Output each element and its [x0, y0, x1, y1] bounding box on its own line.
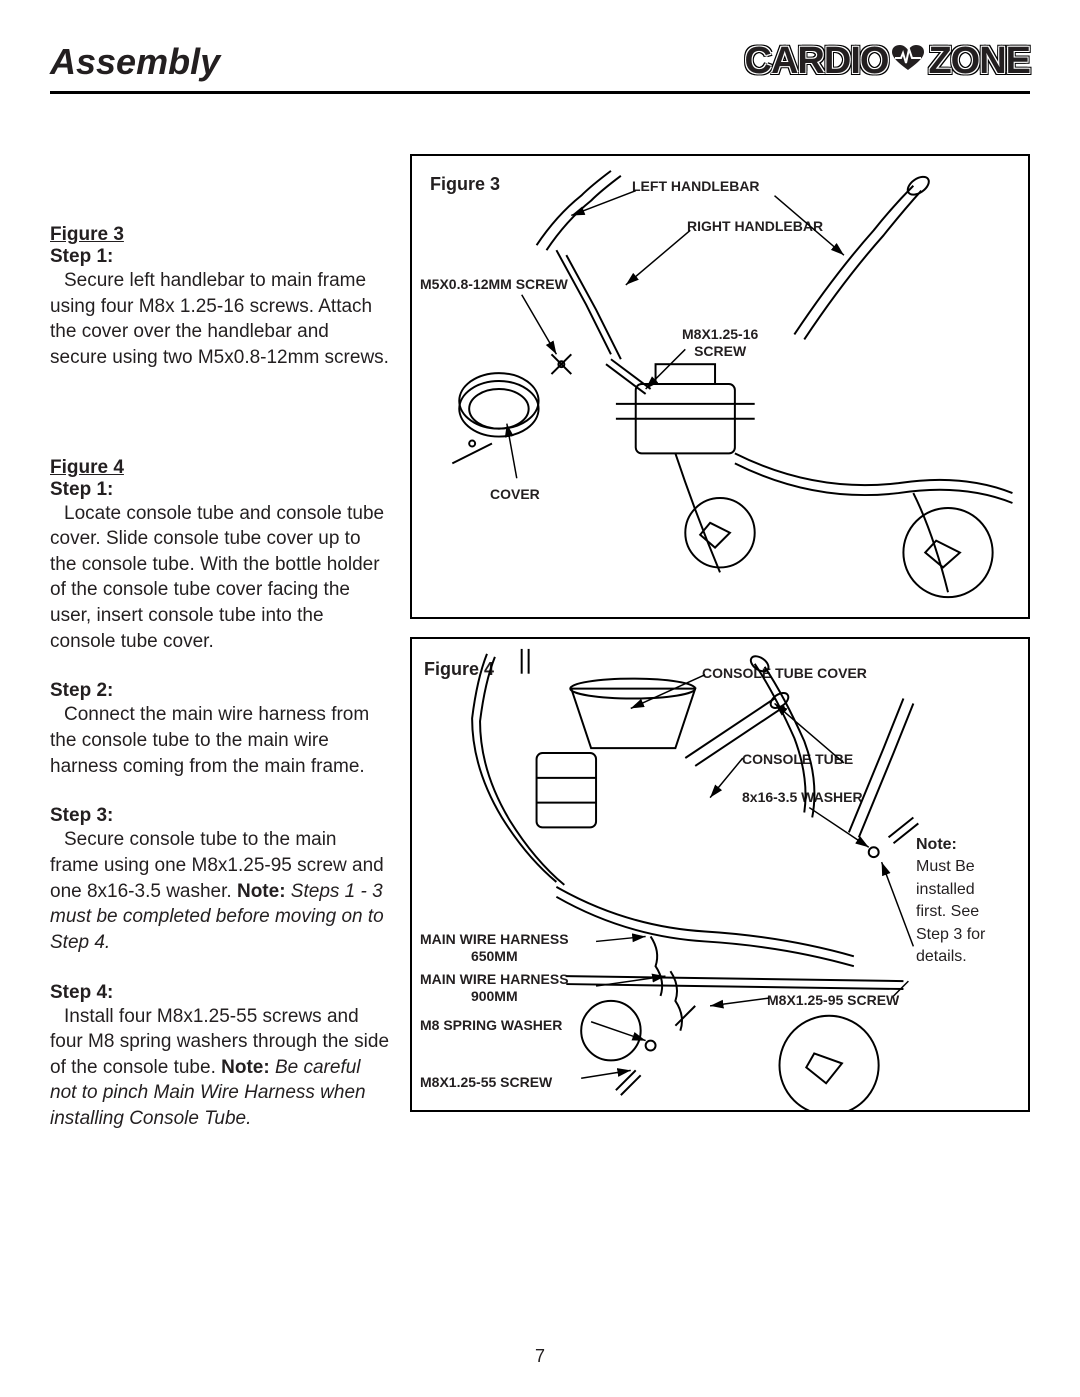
- fig4-step3-text: Secure console tube to the main frame us…: [50, 827, 390, 955]
- fig4-step1-label: Step 1:: [50, 479, 390, 501]
- callout-washer: 8x16-3.5 WASHER: [742, 789, 863, 806]
- figure-4-note: Note: Must Be installed first. See Step …: [916, 834, 1016, 968]
- callout-left-handlebar: LEFT HANDLEBAR: [632, 178, 760, 195]
- callout-m8-95: M8X1.25-95 SCREW: [767, 992, 899, 1009]
- fig4-step1-text: Locate console tube and console tube cov…: [50, 501, 390, 655]
- callout-m8-screw: M8X1.25-16 SCREW: [682, 326, 758, 360]
- callout-cover: COVER: [490, 486, 540, 503]
- callout-console-tube: CONSOLE TUBE: [742, 751, 853, 768]
- heart-icon: [890, 44, 926, 79]
- callout-mwh-650: MAIN WIRE HARNESS 650MM: [420, 931, 569, 965]
- logo-text-right: ZONE: [928, 40, 1030, 83]
- figure-3-box: Figure 3 LEFT HANDLEBAR RIGHT HANDLEBAR …: [410, 154, 1030, 619]
- callout-right-handlebar: RIGHT HANDLEBAR: [687, 218, 823, 235]
- page-title: Assembly: [50, 41, 220, 83]
- instructions-column: Figure 3 Step 1: Secure left handlebar t…: [50, 154, 390, 1158]
- callout-m8-55: M8X1.25-55 SCREW: [420, 1074, 552, 1091]
- callout-m5-screw: M5X0.8-12MM SCREW: [420, 276, 568, 293]
- page-number: 7: [535, 1346, 545, 1367]
- fig4-step2-text: Connect the main wire harness from the c…: [50, 702, 390, 779]
- fig4-step2-label: Step 2:: [50, 680, 390, 702]
- figure-4-box: Figure 4 CONSOLE TUBE COVER CONSOLE TUBE…: [410, 637, 1030, 1112]
- content-area: Figure 3 Step 1: Secure left handlebar t…: [50, 154, 1030, 1158]
- callout-mwh-900: MAIN WIRE HARNESS 900MM: [420, 971, 569, 1005]
- callout-m8-spring: M8 SPRING WASHER: [420, 1017, 562, 1034]
- fig3-step1-label: Step 1:: [50, 246, 390, 268]
- brand-logo: CARDIO ZONE: [745, 40, 1030, 83]
- figure4-heading: Figure 4: [50, 457, 390, 479]
- figure3-heading: Figure 3: [50, 224, 390, 246]
- page-header: Assembly CARDIO ZONE: [50, 40, 1030, 94]
- callout-console-tube-cover: CONSOLE TUBE COVER: [702, 665, 867, 682]
- fig4-step4-text: Install four M8x1.25-55 screws and four …: [50, 1004, 390, 1132]
- figure-3-label: Figure 3: [430, 174, 500, 195]
- figure-4-label: Figure 4: [424, 659, 494, 680]
- fig3-step1-text: Secure left handlebar to main frame usin…: [50, 268, 390, 371]
- fig4-step4-label: Step 4:: [50, 982, 390, 1004]
- figures-column: Figure 3 LEFT HANDLEBAR RIGHT HANDLEBAR …: [410, 154, 1030, 1158]
- fig4-step3-label: Step 3:: [50, 805, 390, 827]
- logo-text-left: CARDIO: [745, 40, 889, 83]
